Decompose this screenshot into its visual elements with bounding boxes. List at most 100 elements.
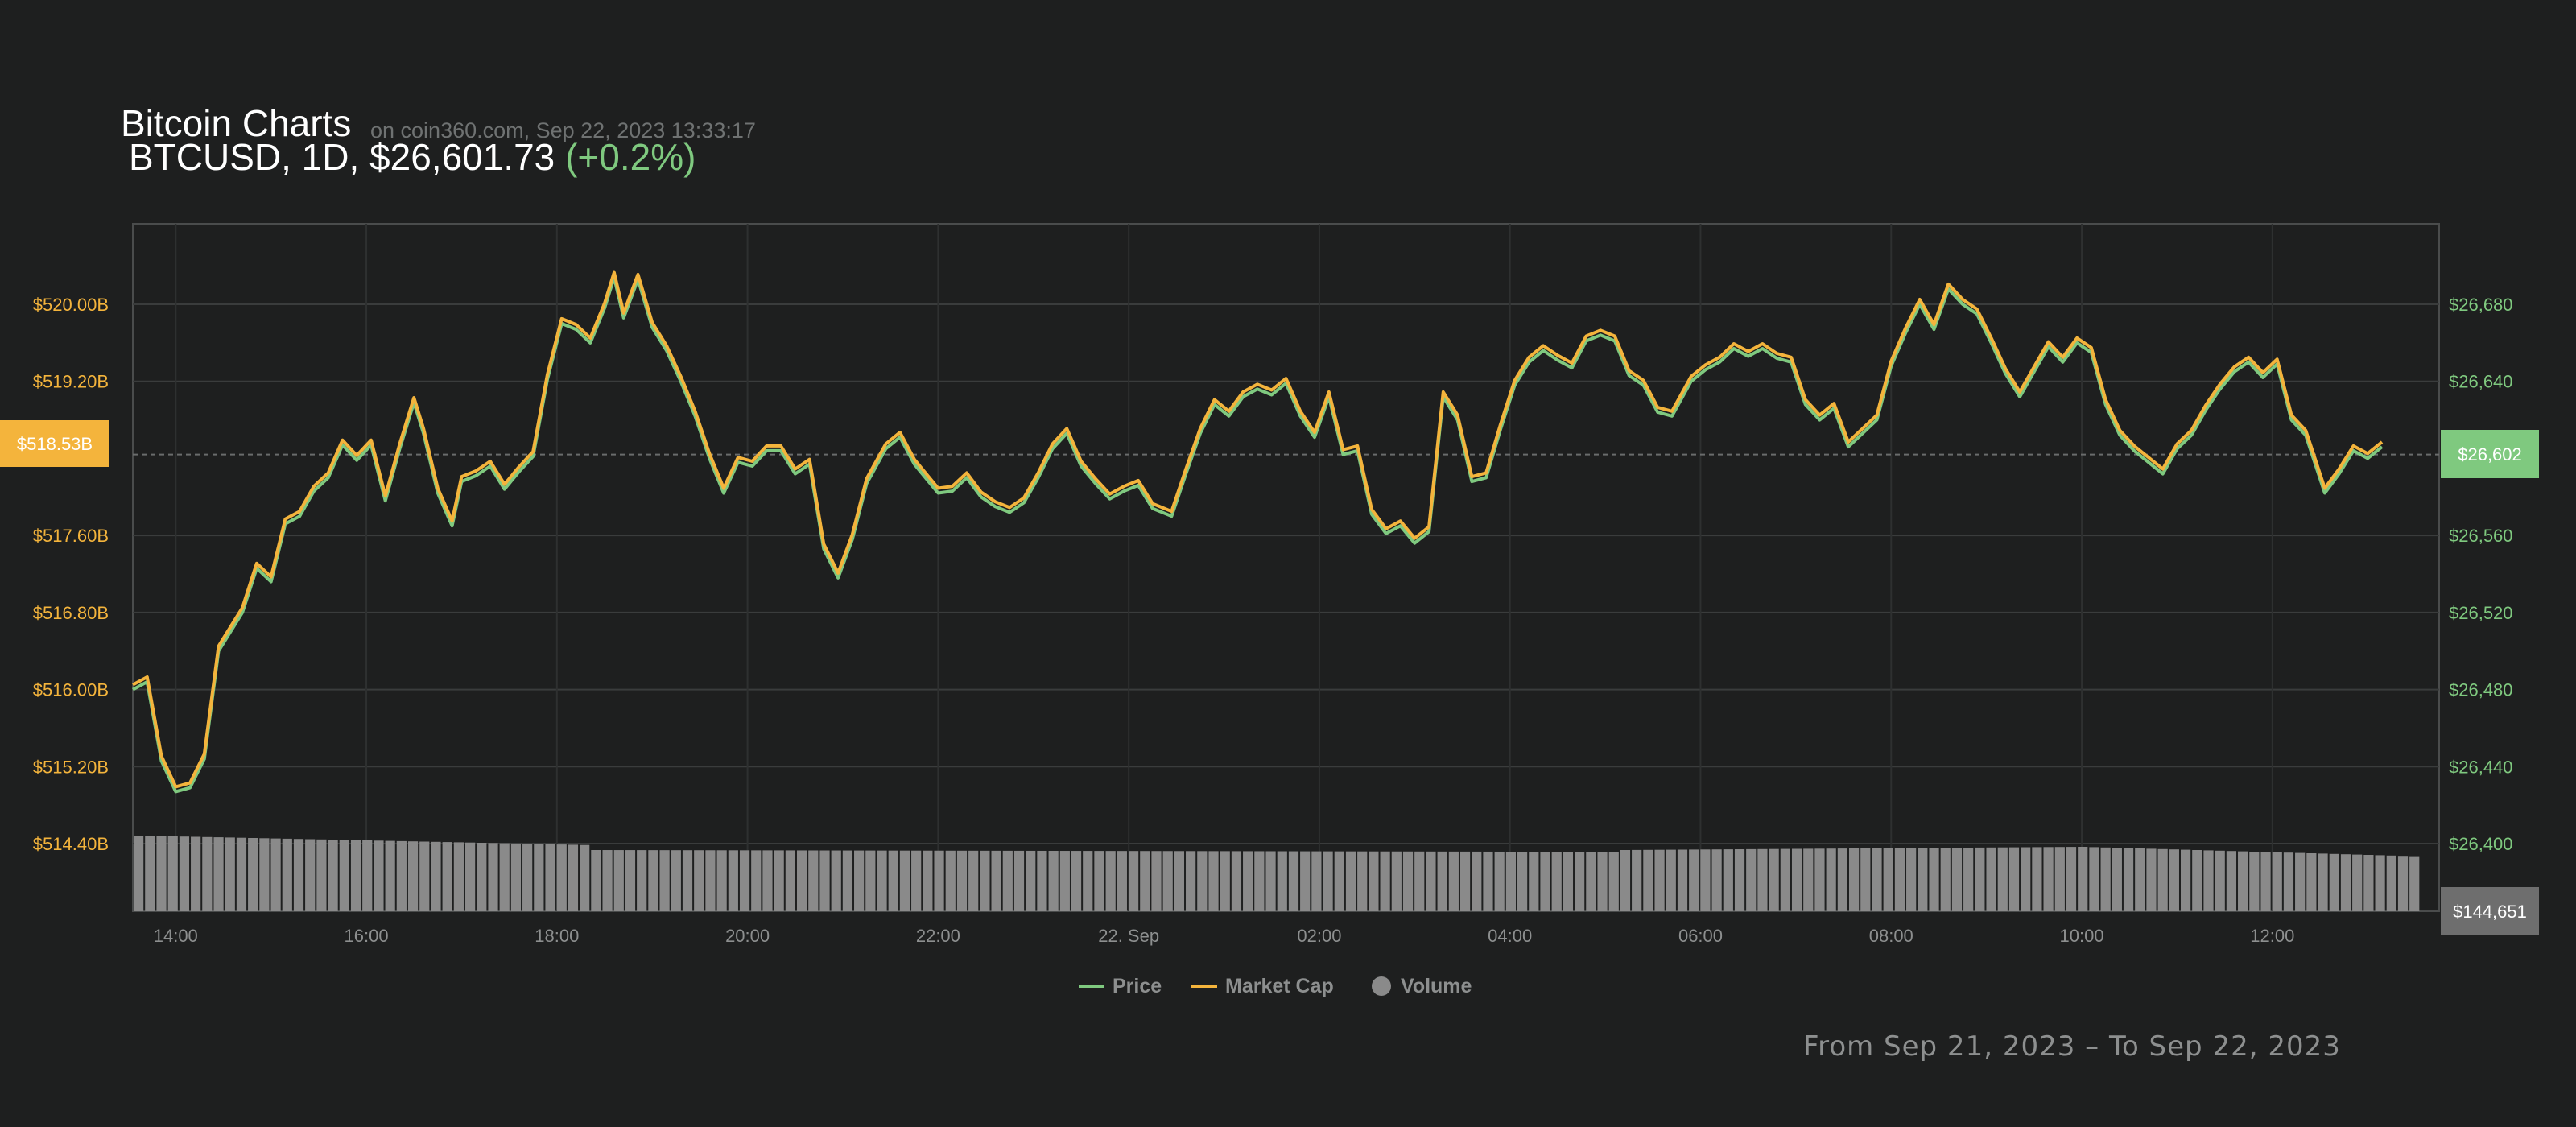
volume-bar bbox=[956, 850, 968, 911]
volume-bar bbox=[202, 836, 213, 911]
volume-bar bbox=[464, 842, 476, 911]
volume-bar bbox=[293, 839, 304, 911]
volume-bar bbox=[694, 850, 704, 911]
symbol-price: BTCUSD, 1D, $26,601.73 bbox=[129, 136, 555, 178]
volume-bar bbox=[2215, 850, 2225, 911]
volume-bar bbox=[2100, 847, 2111, 911]
volume-bar bbox=[236, 837, 247, 911]
volume-bar bbox=[671, 850, 681, 911]
volume-bar bbox=[1597, 852, 1608, 911]
legend-label-market-cap: Market Cap bbox=[1225, 975, 1334, 997]
volume-bar bbox=[2021, 847, 2031, 911]
volume-bar bbox=[499, 843, 510, 911]
volume-bar bbox=[1848, 848, 1860, 911]
x-tick-label: 16:00 bbox=[345, 926, 389, 946]
volume-bar bbox=[1872, 848, 1882, 911]
volume-bar bbox=[923, 850, 933, 911]
volume-bar bbox=[1540, 852, 1550, 911]
volume-bar bbox=[1483, 851, 1493, 911]
volume-bar bbox=[1986, 847, 1996, 911]
volume-bar bbox=[568, 844, 579, 911]
volume-bar bbox=[1575, 852, 1585, 911]
volume-bar bbox=[659, 850, 670, 911]
volume-bar bbox=[191, 836, 201, 911]
volume-bar bbox=[2078, 847, 2088, 911]
y-right-tick-label: $26,640 bbox=[2449, 372, 2513, 392]
volume-bar bbox=[282, 838, 292, 911]
volume-bar bbox=[1162, 851, 1173, 911]
volume-bar bbox=[980, 850, 990, 911]
volume-bar bbox=[374, 840, 384, 911]
symbol-line: BTCUSD, 1D, $26,601.73 (+0.2%) bbox=[129, 135, 696, 179]
volume-bar bbox=[259, 838, 270, 911]
volume-bar bbox=[156, 836, 167, 911]
volume-bar bbox=[2112, 848, 2122, 911]
volume-bar bbox=[1689, 849, 1699, 911]
grid-lines bbox=[132, 223, 2440, 912]
volume-bar bbox=[2352, 854, 2363, 911]
current-market-cap-box bbox=[0, 420, 109, 467]
volume-bar bbox=[877, 850, 887, 911]
current-volume-box bbox=[2441, 887, 2539, 935]
volume-bar bbox=[1105, 851, 1116, 911]
volume-bar bbox=[1128, 851, 1139, 911]
date-range: From Sep 21, 2023 – To Sep 22, 2023 bbox=[1803, 1030, 2341, 1063]
volume-bar bbox=[362, 840, 373, 911]
volume-bar bbox=[1883, 848, 1893, 911]
y-left-tick-label: $516.80B bbox=[33, 603, 109, 623]
volume-bar bbox=[991, 850, 1001, 911]
volume-bar bbox=[1391, 851, 1402, 911]
volume-bar bbox=[1746, 848, 1757, 911]
volume-bar bbox=[1197, 851, 1208, 911]
volume-bar bbox=[762, 850, 773, 911]
volume-bar bbox=[1677, 849, 1688, 911]
volume-bar bbox=[1803, 848, 1814, 911]
volume-bar bbox=[796, 850, 807, 911]
volume-bar bbox=[1208, 851, 1219, 911]
volume-bar bbox=[2226, 851, 2237, 911]
x-tick-label: 10:00 bbox=[2060, 926, 2104, 946]
volume-bar bbox=[2238, 851, 2248, 911]
volume-bar bbox=[1951, 848, 1963, 911]
legend-marker-volume bbox=[1372, 976, 1391, 996]
volume-bar bbox=[431, 841, 441, 911]
volume-bar bbox=[1220, 851, 1230, 911]
volume-bar bbox=[2146, 848, 2157, 911]
x-tick-label: 08:00 bbox=[1869, 926, 1913, 946]
volume-bar bbox=[145, 836, 155, 911]
volume-bar bbox=[2203, 850, 2214, 911]
volume-bar bbox=[1231, 851, 1242, 911]
volume-bar bbox=[854, 850, 865, 911]
volume-bar bbox=[407, 841, 419, 911]
y-left-tick-label: $517.60B bbox=[33, 526, 109, 546]
volume-bar bbox=[179, 836, 190, 911]
volume-bar bbox=[453, 842, 464, 911]
volume-bar bbox=[1860, 848, 1871, 911]
volume-bar bbox=[1975, 847, 1985, 911]
volume-bar bbox=[819, 850, 830, 911]
current-market-cap-label: $518.53B bbox=[17, 434, 93, 454]
volume-bar bbox=[705, 850, 716, 911]
volume-bar bbox=[2032, 847, 2042, 911]
volume-bar bbox=[1918, 848, 1928, 911]
volume-bar bbox=[442, 842, 452, 911]
volume-bar bbox=[1414, 851, 1425, 911]
volume-bar bbox=[1071, 851, 1082, 911]
y-right-tick-label: $26,480 bbox=[2449, 680, 2513, 700]
volume-bar bbox=[580, 844, 590, 911]
volume-bar bbox=[2043, 847, 2054, 911]
volume-bar bbox=[385, 840, 395, 911]
y-right-tick-label: $26,520 bbox=[2449, 603, 2513, 623]
series-lines bbox=[132, 270, 2384, 794]
volume-bar bbox=[739, 850, 750, 911]
volume-bar bbox=[2157, 848, 2168, 911]
volume-bar bbox=[1723, 849, 1733, 911]
volume-bar bbox=[1311, 851, 1322, 911]
volume-bars bbox=[134, 836, 2420, 911]
volume-bar bbox=[1437, 851, 1447, 911]
volume-bar bbox=[1505, 852, 1516, 911]
y-right-tick-label: $26,560 bbox=[2449, 526, 2513, 546]
legend: Price Market Cap Volume bbox=[1079, 975, 1472, 997]
volume-bar bbox=[2089, 847, 2099, 911]
